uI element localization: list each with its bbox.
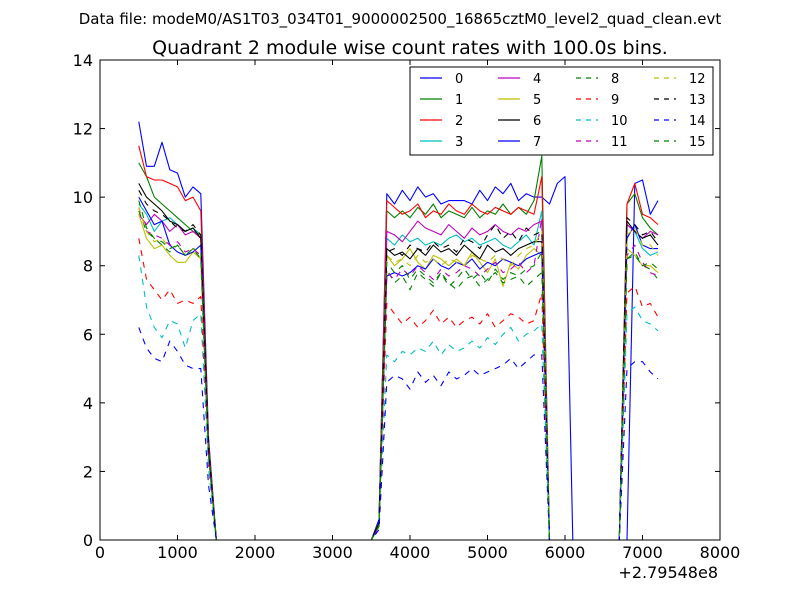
series-line-2 — [138, 145, 659, 541]
legend-label-2: 2 — [455, 114, 463, 129]
series-line-10 — [138, 255, 659, 541]
series-line-12 — [138, 207, 659, 541]
legend-label-11: 11 — [611, 135, 628, 150]
legend-label-12: 12 — [689, 72, 706, 87]
series-line-6 — [138, 183, 659, 541]
series-line-9 — [138, 238, 659, 541]
legend-label-8: 8 — [611, 72, 619, 87]
series-line-15 — [138, 200, 659, 541]
series-line-1 — [138, 155, 659, 541]
y-tick-label: 8 — [83, 257, 93, 276]
y-tick-label: 0 — [83, 531, 93, 550]
x-offset-label: +2.79548e8 — [618, 563, 718, 582]
series-line-11 — [138, 207, 659, 541]
legend-label-1: 1 — [455, 93, 463, 108]
legend-label-5: 5 — [533, 93, 541, 108]
series-line-3 — [138, 203, 659, 541]
x-tick-label: 3000 — [312, 543, 353, 562]
x-tick-label: 0 — [95, 543, 105, 562]
legend-label-4: 4 — [533, 72, 541, 87]
x-tick-label: 4000 — [390, 543, 431, 562]
legend-label-6: 6 — [533, 114, 541, 129]
legend-label-10: 10 — [611, 114, 628, 129]
y-tick-label: 14 — [73, 51, 93, 70]
legend-label-7: 7 — [533, 135, 541, 150]
x-tick-label: 5000 — [467, 543, 508, 562]
plot-lines — [138, 121, 659, 541]
y-tick-label: 10 — [73, 188, 93, 207]
x-tick-label: 6000 — [545, 543, 586, 562]
series-line-0 — [138, 121, 659, 541]
x-tick-label: 2000 — [235, 543, 276, 562]
series-line-13 — [138, 190, 659, 541]
x-tick-label: 7000 — [622, 543, 663, 562]
y-tick-label: 6 — [83, 325, 93, 344]
legend-label-15: 15 — [689, 135, 706, 150]
series-line-14 — [138, 327, 659, 541]
legend-label-0: 0 — [455, 72, 463, 87]
y-tick-label: 2 — [83, 462, 93, 481]
legend-box — [409, 66, 714, 156]
x-tick-label: 1000 — [157, 543, 198, 562]
x-axis: 0 1000 2000 3000 4000 5000 6000 7000 8000 — [95, 60, 740, 562]
legend-label-13: 13 — [689, 93, 706, 108]
chart-suptitle: Data file: modeM0/AS1T03_034T01_90000025… — [79, 10, 722, 29]
y-tick-label: 4 — [83, 394, 93, 413]
series-line-7 — [138, 196, 658, 541]
legend-label-3: 3 — [455, 135, 463, 150]
y-tick-label: 12 — [73, 120, 93, 139]
x-tick-label: 8000 — [700, 543, 741, 562]
chart-title: Quadrant 2 module wise count rates with … — [152, 37, 668, 59]
series-line-8 — [138, 210, 659, 541]
legend-label-9: 9 — [611, 93, 619, 108]
legend-label-14: 14 — [689, 114, 706, 129]
